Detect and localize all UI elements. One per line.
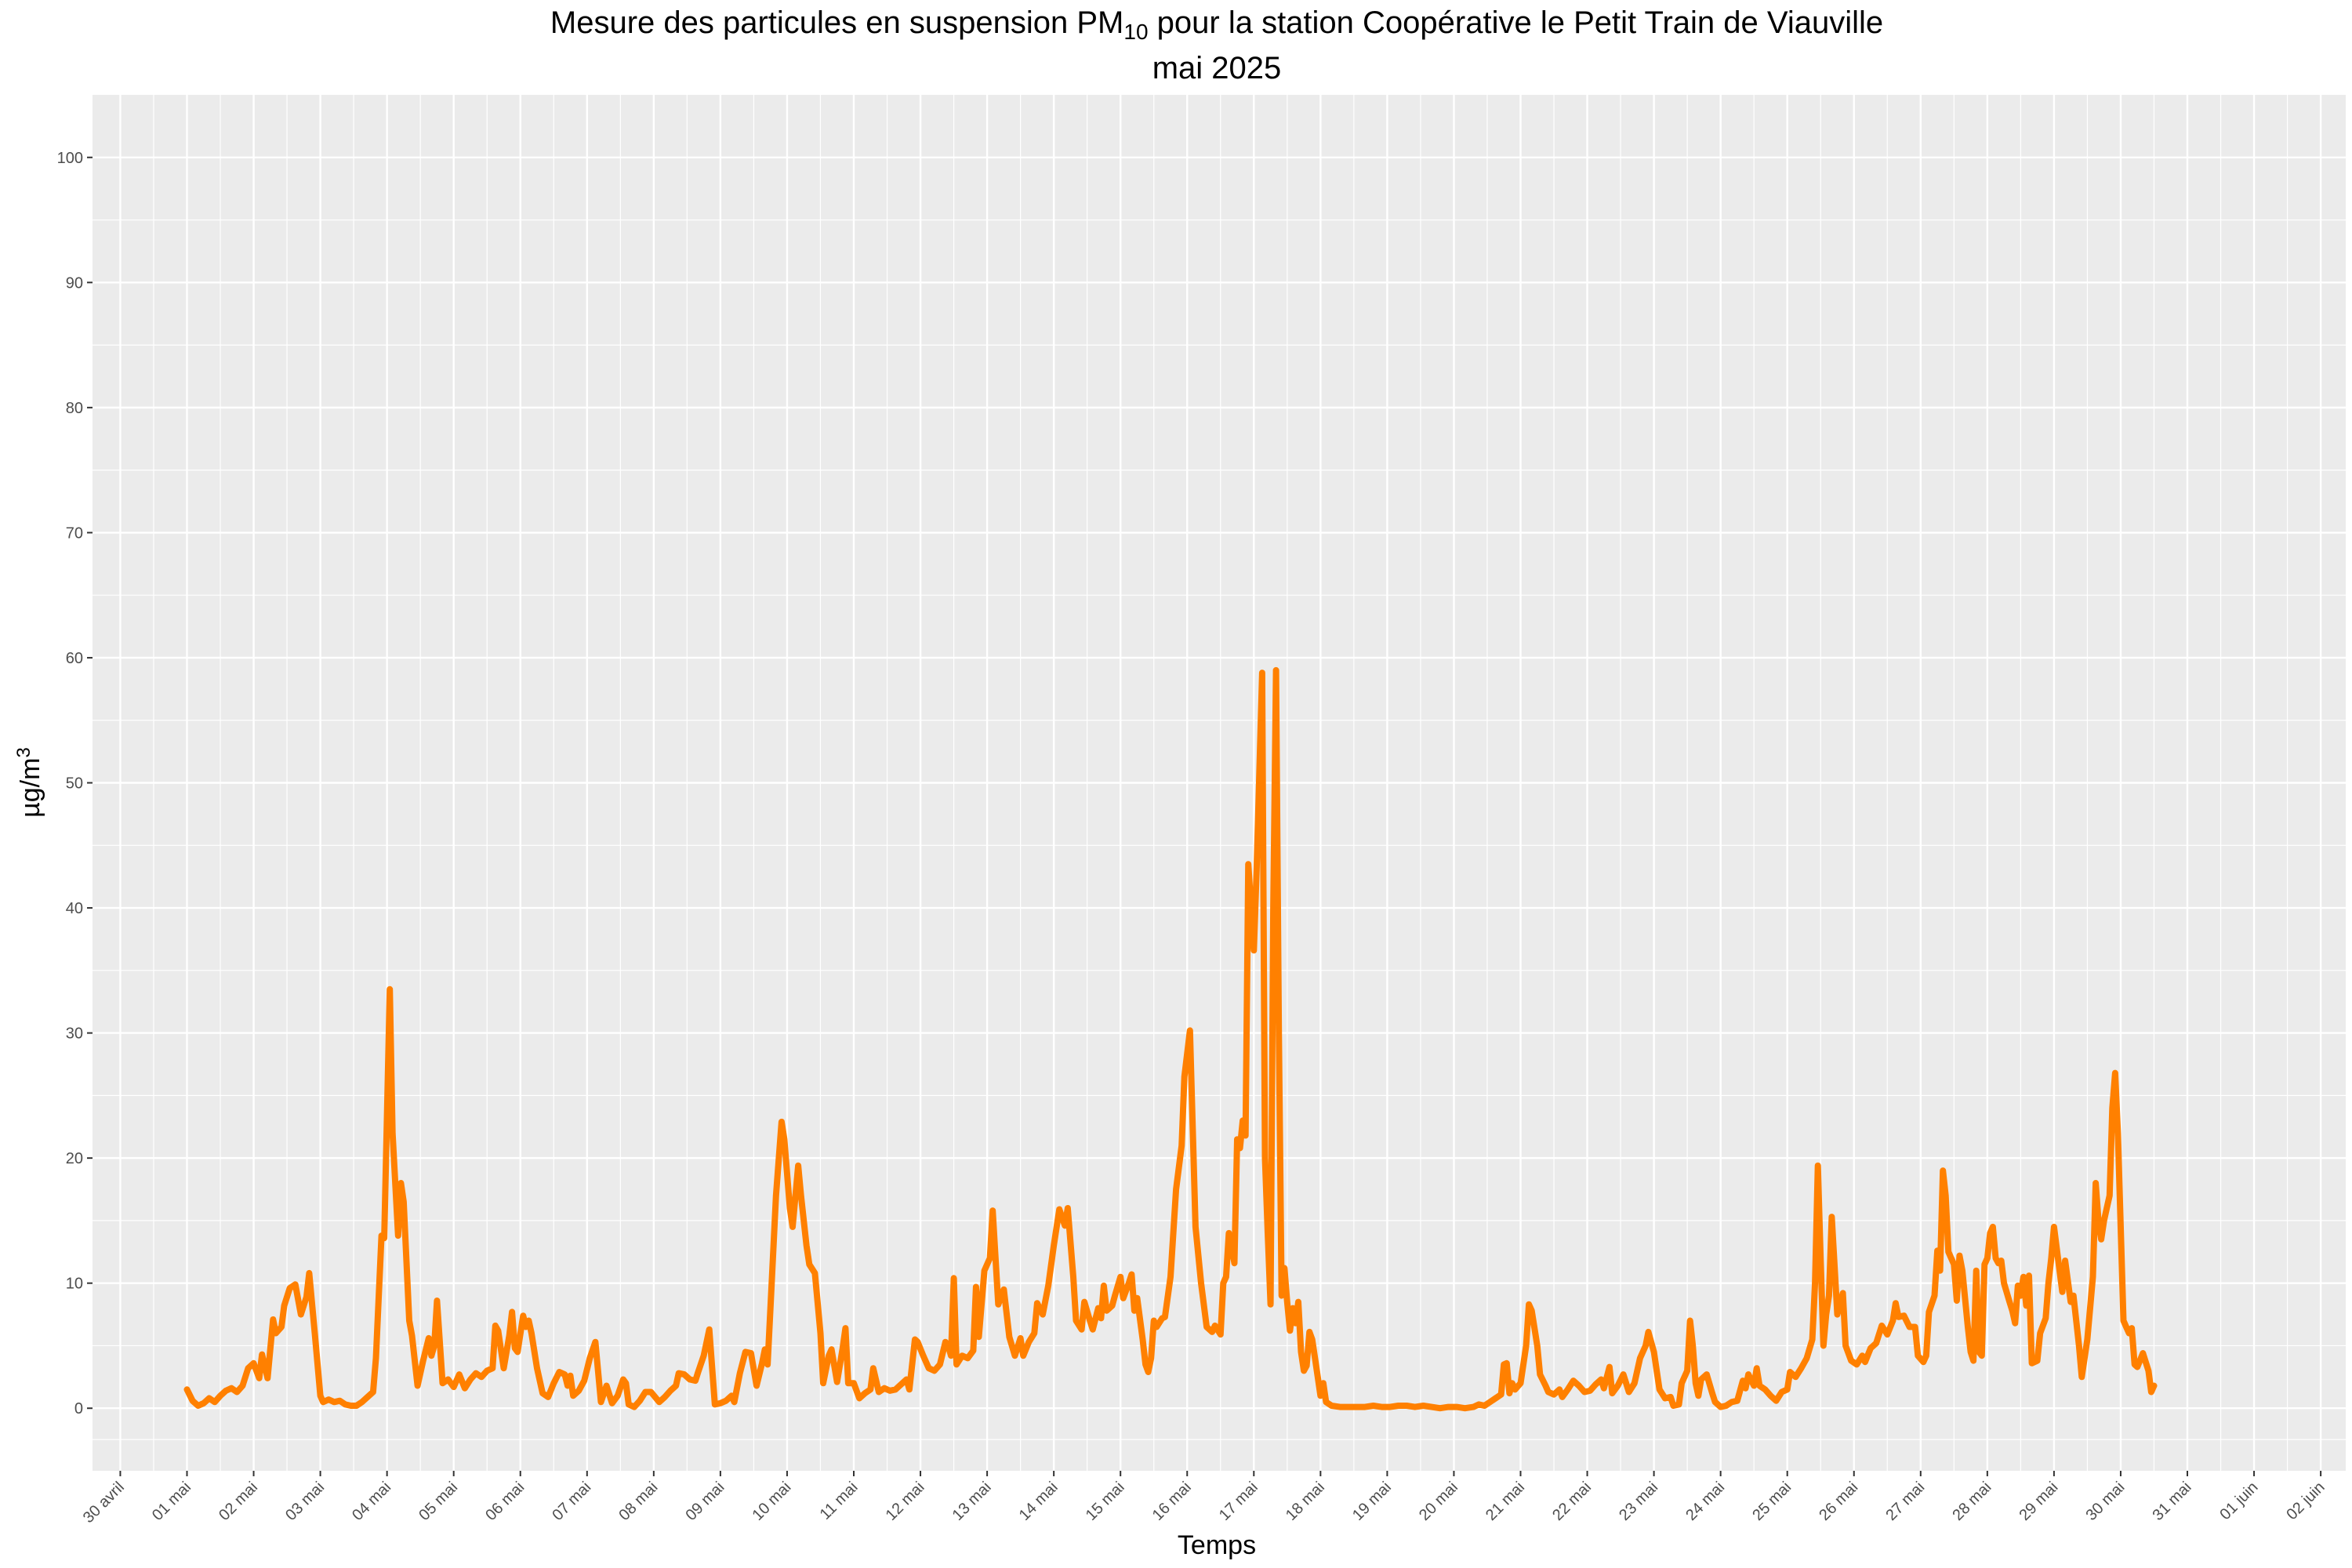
- chart-title-subscript: 10: [1123, 20, 1148, 44]
- y-axis-title-superscript: 3: [13, 747, 34, 757]
- y-tick-label: 10: [66, 1276, 83, 1293]
- y-tick-label: 40: [66, 900, 83, 917]
- y-tick-label: 70: [66, 524, 83, 542]
- y-axis-title: µg/m3: [13, 747, 45, 818]
- y-tick-label: 100: [57, 150, 83, 167]
- y-tick-label: 50: [66, 775, 83, 793]
- x-axis-title: Temps: [1178, 1530, 1256, 1560]
- chart-title: Mesure des particules en suspension PM10…: [550, 5, 1883, 44]
- chart-subtitle: mai 2025: [1152, 51, 1282, 85]
- grid-major: [93, 95, 2346, 1471]
- axis-ticks: [87, 156, 2322, 1476]
- chart-title-part-2: pour la station Coopérative le Petit Tra…: [1149, 5, 1884, 40]
- y-tick-label: 30: [66, 1025, 83, 1043]
- chart-title-part-1: Mesure des particules en suspension PM: [550, 5, 1123, 40]
- y-tick-label: 0: [74, 1400, 83, 1417]
- y-axis-title-unit: µg/m: [16, 758, 45, 818]
- series-layer: [183, 666, 2158, 1412]
- y-tick-label: 20: [66, 1150, 83, 1167]
- y-tick-label: 90: [66, 274, 83, 292]
- y-tick-labels: 0 10 20 30 40 50 60 70 80 90 100: [57, 150, 83, 1417]
- pm10-series-line: [183, 666, 2158, 1412]
- y-tick-label: 80: [66, 400, 83, 417]
- y-tick-label: 60: [66, 650, 83, 667]
